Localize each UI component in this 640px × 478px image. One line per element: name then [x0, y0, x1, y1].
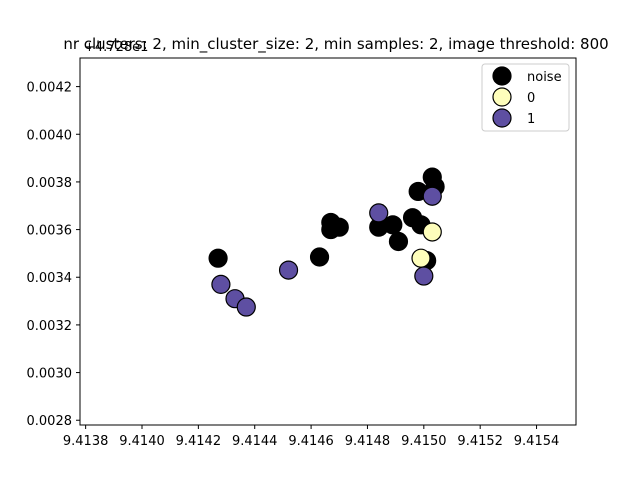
data-point: [414, 266, 434, 286]
data-point: [369, 203, 389, 223]
y-tick-label: 0.0034: [27, 271, 73, 286]
data-point: [422, 186, 442, 206]
x-tick-label: 9.4148: [345, 434, 391, 449]
data-point: [309, 247, 330, 267]
y-axis-offset-label: +4.728e1: [84, 40, 148, 55]
series-1: [208, 167, 445, 271]
x-tick-label: 9.4152: [457, 434, 503, 449]
data-point: [411, 248, 431, 268]
y-tick-label: 0.0042: [27, 81, 73, 96]
y-tick-label: 0.0038: [27, 176, 73, 191]
x-tick-label: 9.4144: [232, 434, 278, 449]
x-tick-label: 9.4140: [119, 434, 165, 449]
plot-area-frame: [79, 57, 577, 426]
legend-marker: [492, 108, 512, 128]
legend-marker: [492, 66, 512, 86]
y-tick-label: 0.0040: [27, 128, 73, 143]
x-tick-label: 9.4154: [514, 434, 560, 449]
series-2: [411, 222, 442, 268]
x-tick-label: 9.4150: [401, 434, 447, 449]
y-axis: 0.0028 0.0030 0.0032 0.0034 0.0036 0.0038 0.00…: [27, 81, 80, 429]
x-axis: 9.4138 9.4140 9.4142 9.4144 9.4146 9.4148 9.41…: [63, 425, 559, 449]
legend-label: 0: [527, 91, 535, 106]
data-point: [211, 274, 231, 294]
chart-title: nr clusters: 2, min_cluster_size: 2, min…: [63, 35, 608, 54]
legend-label: noise: [527, 70, 562, 85]
y-tick-label: 0.0028: [27, 414, 73, 429]
data-point: [383, 215, 403, 235]
data-point: [278, 260, 299, 280]
x-tick-label: 9.4146: [288, 434, 334, 449]
data-point: [388, 231, 409, 252]
x-tick-label: 9.4138: [63, 434, 109, 449]
legend: noise 0 1: [481, 63, 570, 132]
plot-points: [208, 167, 445, 317]
data-point: [208, 248, 228, 268]
x-tick-label: 9.4142: [176, 434, 222, 449]
series-3: [211, 186, 442, 317]
data-point: [422, 222, 442, 242]
legend-label: 1: [527, 112, 535, 127]
y-tick-label: 0.0032: [27, 319, 73, 334]
data-point: [329, 217, 349, 237]
y-tick-label: 0.0030: [27, 367, 73, 382]
y-tick-label: 0.0036: [27, 224, 73, 239]
data-point: [236, 297, 256, 317]
legend-marker: [492, 87, 512, 107]
